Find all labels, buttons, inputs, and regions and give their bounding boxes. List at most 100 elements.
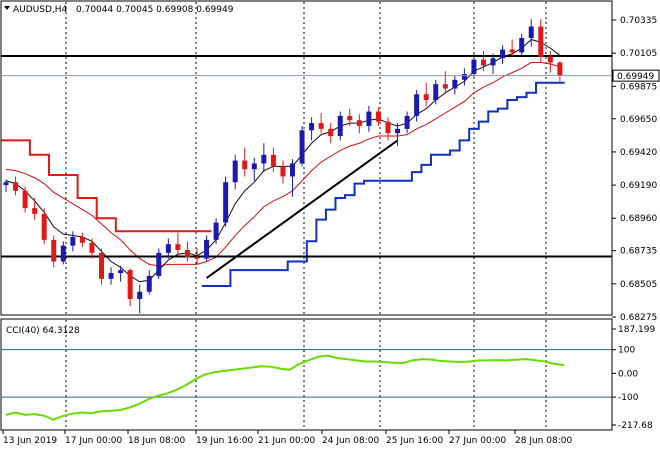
price-axis: 0.70335 0.70105 0.69875 0.69650 0.69420 0.691… [612,16,657,323]
bear-candle [547,56,553,63]
price-tick-label: 0.69650 [620,115,657,125]
bear-candle [481,59,486,66]
price-tick-label: 0.69875 [620,82,657,92]
price-tick-label: 0.70105 [620,49,657,59]
bear-candle [442,84,448,89]
bull-candle [261,154,267,164]
bear-candle [423,94,429,101]
bear-candle [32,208,38,214]
bear-candle [242,160,248,170]
bear-candle [557,62,563,76]
cci-line [5,354,565,421]
bull-candle [290,163,295,177]
time-label: 13 Jun 2019 [3,436,57,446]
bull-candle [3,182,9,186]
bear-candle [509,49,515,53]
bull-candle [251,163,257,170]
bull-candle [118,270,124,274]
bull-candle [471,59,477,75]
upper-band-line [1,139,212,233]
bear-candle [22,190,28,209]
cci-title: CCI(40) 64.3128 [6,326,80,336]
lower-band-line [201,81,565,288]
bull-candle [500,49,506,59]
cci-indicator-line [5,354,565,421]
price-tick-label: 0.68505 [620,280,657,290]
time-label: 28 Jun 08:00 [515,436,572,446]
bear-candle [175,244,181,250]
slow-ma-line [5,62,561,267]
bear-candle [99,252,104,279]
current-price-label: 0.69949 [617,72,654,82]
current-price-marker: 0.69949 [612,69,660,82]
cci-tick-label: -100 [618,393,639,403]
bear-candle [347,115,353,121]
bull-candle [490,58,496,66]
bear-candle [13,182,19,191]
time-grid [65,2,547,429]
bull-candle [137,291,143,299]
dropdown-triangle-icon[interactable] [4,6,10,10]
bull-candle [337,115,343,137]
bull-candle [309,123,315,131]
bull-candle [232,160,238,183]
price-tick-label: 0.70335 [620,16,657,26]
cci-tick-label: 0.00 [618,369,638,379]
price-tick-label: 0.69190 [620,181,657,191]
trendlines[interactable] [205,139,399,279]
bull-candle [165,244,171,253]
bear-candle [127,270,133,299]
time-label: 24 Jun 08:00 [322,436,379,446]
bull-candle [213,222,219,240]
bear-candle [538,26,544,57]
bull-candle [395,128,401,134]
time-label: 27 Jun 00:00 [449,436,506,446]
bull-candle [223,182,229,223]
time-label: 25 Jun 16:00 [386,436,443,446]
bull-candle [404,115,410,129]
bear-candle [375,111,381,122]
price-tick-label: 0.68960 [620,214,657,224]
bear-candle [184,249,190,258]
envelope-bands [1,81,565,288]
price-tick-label: 0.68275 [620,313,657,323]
time-axis: 13 Jun 2019 17 Jun 00:00 18 Jun 08:00 19 Ju… [2,430,572,446]
bull-candle [452,79,458,89]
bull-candle [519,38,525,53]
bear-candle [318,123,324,129]
price-tick-label: 0.68735 [620,247,657,257]
trendline [205,139,399,279]
cci-tick-label: 187.199 [618,325,655,335]
bull-candle [70,236,76,246]
candles [1,19,612,314]
bear-candle [270,154,276,167]
bull-candle [204,239,210,259]
cci-tick-label: 100 [618,346,635,356]
bear-candle [194,257,200,259]
time-label: 18 Jun 08:00 [128,436,185,446]
bear-candle [328,128,334,137]
cci-tick-label: -217.68 [618,421,653,431]
bull-candle [528,26,534,39]
bear-candle [41,213,47,240]
bull-candle [433,84,439,101]
cci-levels [1,349,612,398]
bull-candle [146,275,152,292]
time-label: 17 Jun 00:00 [65,436,122,446]
time-label: 19 Jun 16:00 [196,436,253,446]
bear-candle [79,236,85,243]
bull-candle [414,94,420,116]
bear-candle [385,121,391,134]
bull-candle [108,273,114,279]
cci-axis: 187.199 100 0.00 -100 -217.68 [612,325,655,431]
bull-candle [60,245,66,262]
bull-candle [366,111,372,126]
bear-candle [356,120,362,126]
bear-candle [51,239,57,262]
bull-candle [156,252,162,276]
time-label: 21 Jun 00:00 [258,436,315,446]
bull-candle [299,130,305,164]
ohlc-readout: 0.70044 0.70045 0.69908 0.69949 [76,5,234,15]
bear-candle [280,166,286,177]
